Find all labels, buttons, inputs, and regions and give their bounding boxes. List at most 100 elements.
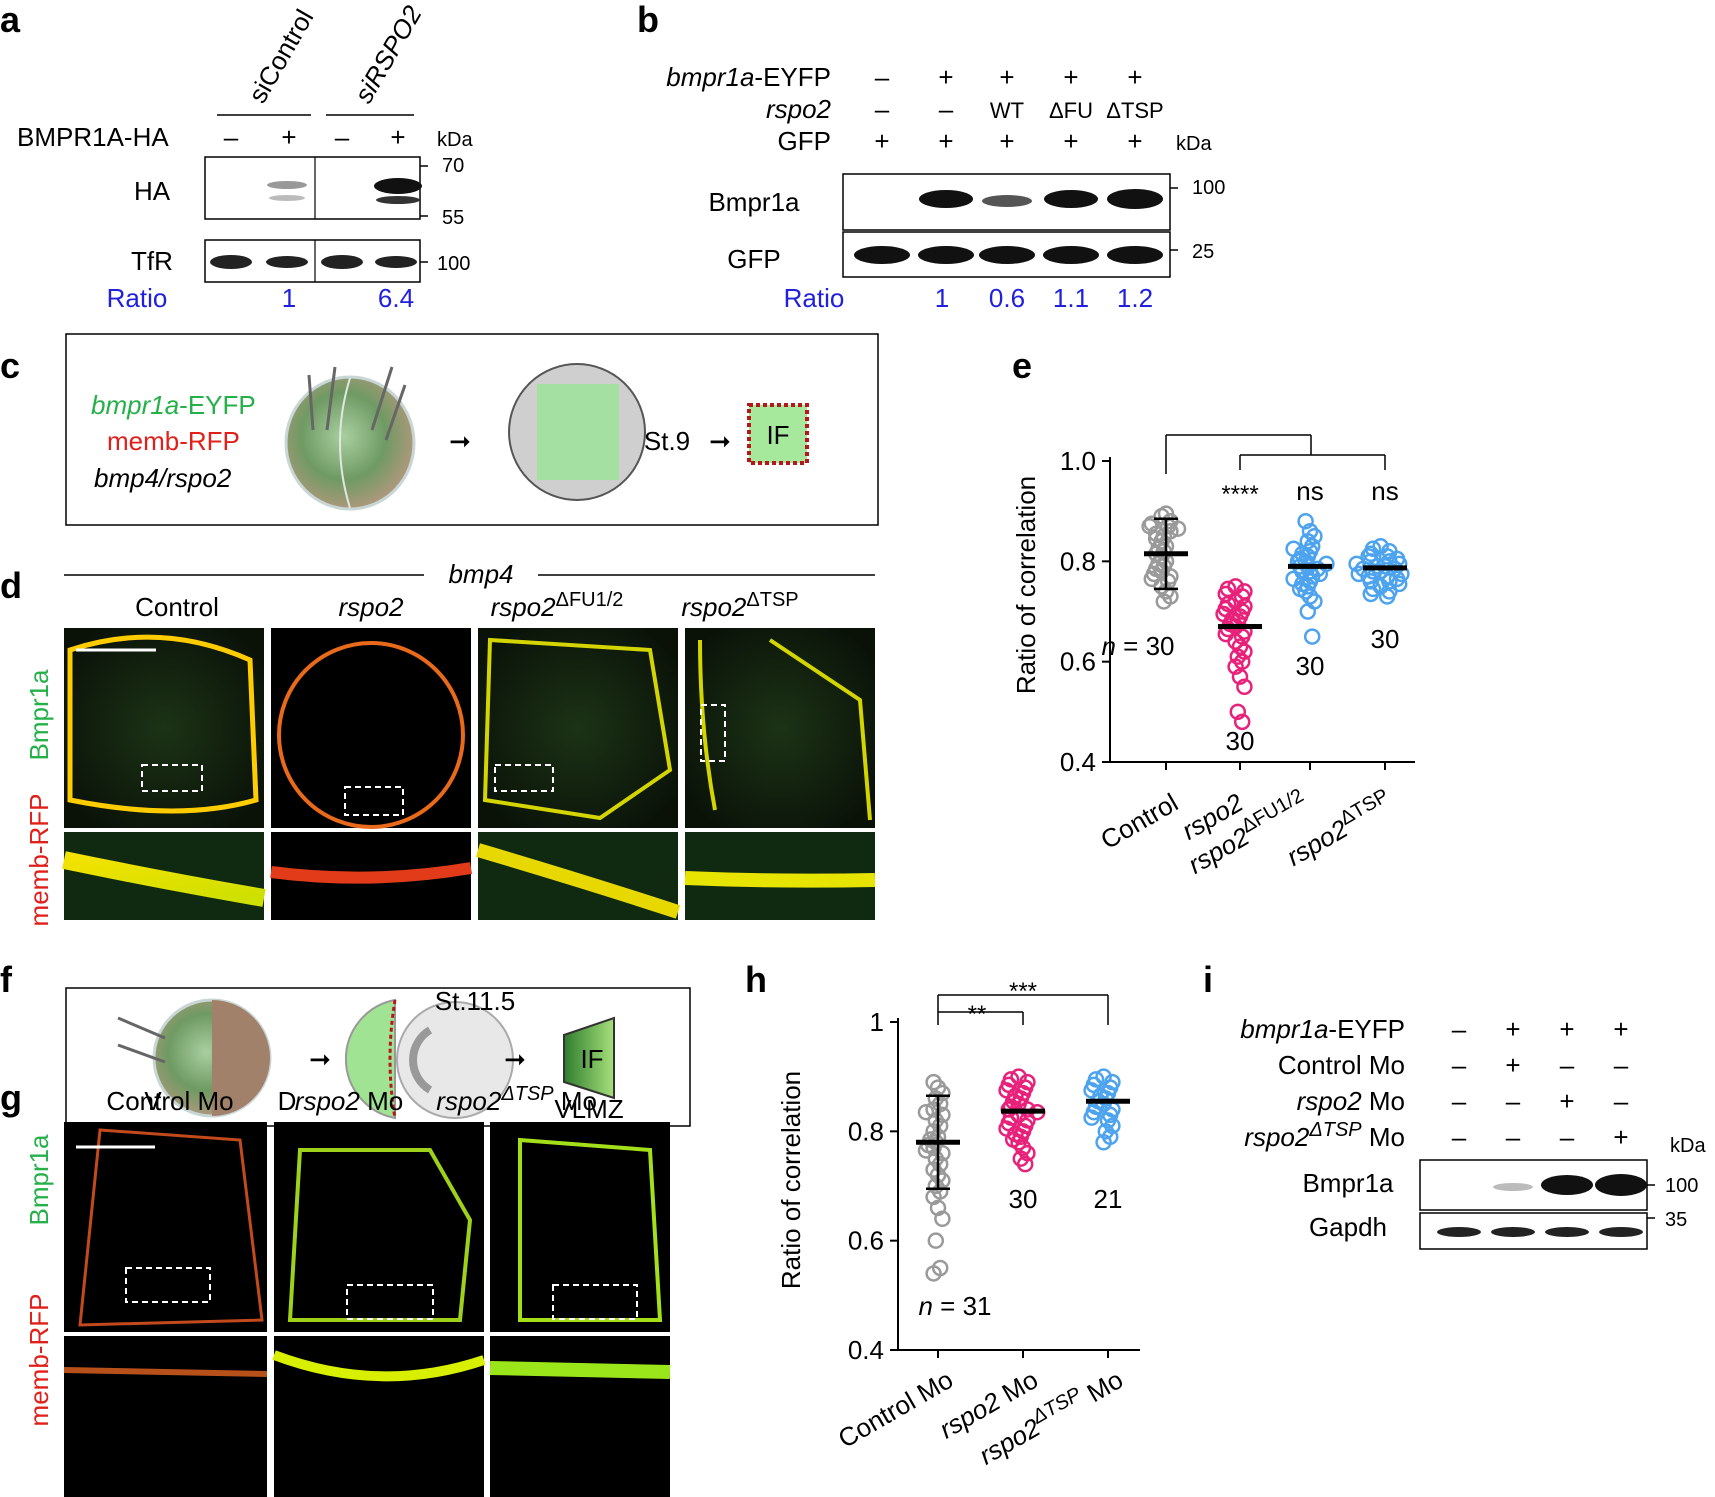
blot-label-ha: HA (134, 176, 171, 206)
column-label: rspo2 (338, 592, 404, 622)
ratio-label: Ratio (107, 283, 168, 313)
y-tick-label: 0.8 (848, 1116, 884, 1146)
inset-band (63, 1367, 268, 1377)
kda-label: kDa (1670, 1135, 1706, 1157)
embryo-injection-icon (284, 366, 416, 511)
ratio-value: 0.6 (989, 283, 1025, 313)
panel-a: siControl siRSPO2 BMPR1A-HA – + – + kDa … (17, 0, 473, 313)
data-point (1153, 578, 1170, 595)
inject-gene: bmpr1a (91, 390, 179, 420)
sig-label: ns (1296, 476, 1323, 506)
sign-cell: – (1506, 1122, 1521, 1152)
sign-cell: + (1505, 1050, 1520, 1080)
data-point (1381, 573, 1398, 590)
sign-cell: – (875, 62, 890, 92)
marker-100: 100 (1192, 177, 1225, 199)
sign-cell: – (1614, 1050, 1629, 1080)
x-suffix: Mo (1075, 1364, 1128, 1412)
inset-band (684, 871, 876, 888)
sig-label: ns (1371, 476, 1398, 506)
data-point (1350, 565, 1368, 583)
band (1493, 1183, 1533, 1191)
explant-icon (747, 403, 809, 465)
y-ticks: 0.4 0.6 0.8 1.0 (1060, 446, 1110, 777)
data-point (1303, 628, 1321, 645)
sign-cell: – (1506, 1086, 1521, 1116)
sign-cell: – (1560, 1050, 1575, 1080)
marker-55: 55 (442, 207, 464, 229)
inject-label-bmpr1a: bmpr1a-EYFP (91, 390, 256, 420)
col-suffix: Mo (554, 1086, 597, 1116)
row-gene: rspo2 (1297, 1086, 1363, 1116)
y-axis-label: Ratio of correlation (1011, 476, 1041, 694)
sign-grid: – + + + – + – – – – + – – – – + (1452, 1014, 1629, 1152)
micrograph-rspo2-mo (274, 1122, 484, 1332)
data-point (1301, 588, 1319, 605)
blot-label-tfr: TfR (131, 246, 173, 276)
row-super: ΔTSP (1308, 1119, 1362, 1141)
x-tick-label: Control (1095, 787, 1183, 855)
band (918, 246, 974, 264)
chart-e: Ratio of correlation 0.4 0.6 0.8 1.0 **** ns… (1011, 434, 1415, 880)
data-point (1083, 1109, 1100, 1126)
sign-cell: – (1452, 1014, 1467, 1044)
data-point (1229, 648, 1247, 665)
sign-cell: ΔTSP (1106, 98, 1163, 123)
band (266, 256, 308, 268)
inset-box (494, 764, 554, 792)
data-points (1141, 505, 1410, 731)
inset-rspo2-dtsp-mo (490, 1336, 670, 1497)
inject-label-memb-rfp: memb-RFP (107, 426, 240, 456)
data-point (1227, 658, 1244, 675)
sign-cell: + (1613, 1122, 1628, 1152)
panel-b: bmpr1a-EYFP rspo2 GFP – + + + +– – WT ΔFU ΔTSP+ +… (666, 62, 1225, 313)
data-point (1299, 603, 1317, 620)
data-point (1378, 588, 1396, 605)
membrane-outline (287, 1148, 473, 1322)
col-super: ΔFU1/2 (556, 589, 624, 611)
sign-cell: – (1560, 1122, 1575, 1152)
panel-i: bmpr1a-EYFP Control Mo rspo2 Mo rspo2ΔTS… (1240, 1014, 1706, 1250)
membrane-outline (67, 634, 259, 814)
micrograph-rspo2-dfu (478, 628, 678, 828)
band (1107, 189, 1163, 209)
arrow-icon: ➞ (504, 1044, 526, 1074)
data-point (1362, 545, 1380, 563)
panel-label-a: a (0, 0, 21, 40)
marker-100: 100 (437, 253, 470, 275)
side-label-bmpr1a: Bmpr1a (24, 1134, 54, 1226)
sign-cell: – (1452, 1122, 1467, 1152)
arrow-icon: ➞ (709, 426, 731, 456)
n-value: = 30 (1116, 631, 1175, 661)
n-label: 30 (1371, 624, 1400, 654)
row-gene: bmpr1a (1240, 1014, 1328, 1044)
micrograph-rspo2-dtsp-mo (490, 1122, 670, 1332)
sign-cell: + (1063, 126, 1078, 156)
data-point (1169, 520, 1187, 537)
inset-box (141, 764, 203, 792)
band (982, 195, 1032, 207)
n-label: 30 (1296, 651, 1325, 681)
axes (897, 1018, 1140, 1358)
sign-cell: + (1613, 1014, 1628, 1044)
column-label: rspo2ΔFU1/2 (491, 589, 624, 622)
col-gene: rspo2 (681, 592, 747, 622)
chart-h: Ratio of correlation 0.40.60.81 ***** n … (776, 978, 1140, 1471)
significance: **** ns ns (1165, 434, 1399, 508)
row-label-gfp: GFP (778, 126, 831, 156)
data-point (1227, 633, 1244, 650)
band (1043, 246, 1099, 264)
y-ticks: 0.4 0.6 0.8 1 (848, 1007, 898, 1365)
sign-cell: + (1505, 1014, 1520, 1044)
marker-25: 25 (1192, 241, 1214, 263)
y-tick-label: 0.4 (848, 1335, 884, 1365)
col-gene: rspo2 (295, 1086, 361, 1116)
mean-bars (916, 1094, 1130, 1190)
panel-f-schematic: V D ➞ St.11.5 ➞ IF VLMZ (65, 986, 691, 1127)
sign-cell: + (999, 126, 1014, 156)
marker-70: 70 (442, 155, 464, 177)
data-point (1147, 525, 1165, 542)
sign: + (390, 122, 405, 152)
micrograph-control-mo (64, 1122, 267, 1332)
n-labels: n = 30 30 30 30 (1101, 624, 1399, 756)
